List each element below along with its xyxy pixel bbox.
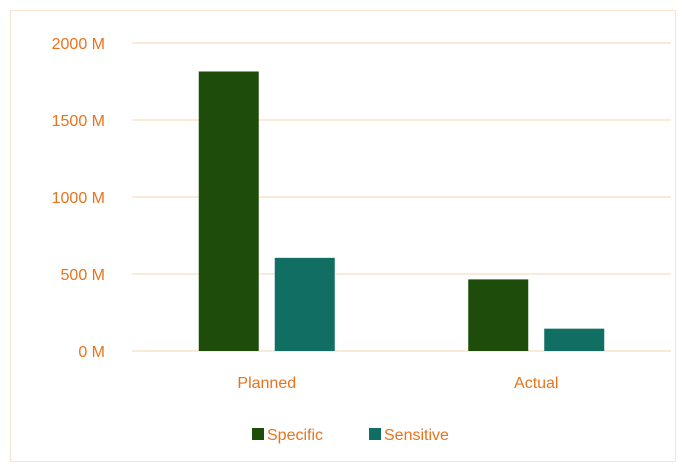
y-tick-label: 1000 M	[52, 190, 105, 207]
bars	[198, 71, 605, 352]
x-axis-ticks: Planned Actual	[237, 375, 558, 392]
bar-specific-planned	[198, 71, 259, 352]
legend-swatch-sensitive	[369, 428, 381, 440]
bar-specific-actual	[468, 279, 529, 351]
x-tick-label: Actual	[514, 375, 558, 392]
y-tick-label: 0 M	[78, 344, 105, 361]
y-tick-label: 500 M	[61, 267, 105, 284]
y-tick-label: 2000 M	[52, 36, 105, 53]
legend-label-sensitive: Sensitive	[384, 427, 449, 444]
y-tick-label: 1500 M	[52, 113, 105, 130]
legend: Specific Sensitive	[252, 427, 449, 444]
y-axis-ticks: 0 M 500 M 1000 M 1500 M 2000 M	[52, 36, 105, 361]
chart-frame	[10, 10, 676, 462]
legend-swatch-specific	[252, 428, 264, 440]
bar-sensitive-actual	[544, 328, 605, 351]
legend-label-specific: Specific	[267, 427, 323, 444]
x-tick-label: Planned	[237, 375, 296, 392]
bar-sensitive-planned	[274, 257, 335, 351]
